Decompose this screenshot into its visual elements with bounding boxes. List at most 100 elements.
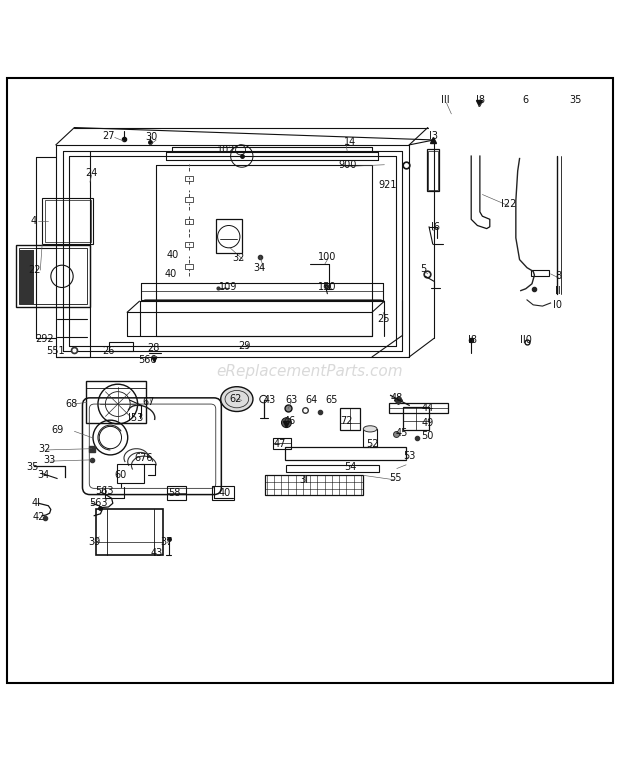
Text: II0: II0 bbox=[520, 335, 532, 345]
Text: 563: 563 bbox=[95, 486, 113, 496]
Text: 4: 4 bbox=[31, 215, 37, 225]
Text: 551: 551 bbox=[46, 346, 65, 356]
Text: I8: I8 bbox=[468, 335, 477, 345]
Text: 150: 150 bbox=[318, 282, 337, 292]
Bar bbox=[185, 242, 193, 247]
Text: 292: 292 bbox=[35, 334, 54, 344]
Bar bbox=[108, 342, 133, 351]
Bar bbox=[340, 409, 360, 430]
Bar bbox=[167, 486, 186, 499]
Bar bbox=[216, 219, 242, 253]
Text: 676: 676 bbox=[135, 453, 153, 463]
Text: 55: 55 bbox=[389, 473, 402, 483]
Text: 921: 921 bbox=[378, 180, 397, 190]
Text: I22: I22 bbox=[501, 199, 516, 209]
Text: I3: I3 bbox=[430, 131, 438, 141]
Bar bbox=[286, 465, 379, 473]
Text: 28: 28 bbox=[148, 343, 160, 353]
Text: 900: 900 bbox=[338, 160, 356, 170]
Text: I0: I0 bbox=[554, 300, 562, 310]
Text: 43: 43 bbox=[264, 396, 276, 406]
Bar bbox=[363, 429, 377, 447]
Text: 29: 29 bbox=[239, 342, 251, 352]
Bar bbox=[117, 464, 144, 482]
Text: 50: 50 bbox=[422, 431, 434, 441]
Text: 35: 35 bbox=[569, 95, 582, 105]
Text: 566: 566 bbox=[138, 355, 157, 365]
Bar bbox=[389, 403, 448, 412]
Text: 34: 34 bbox=[253, 263, 265, 272]
Text: 47: 47 bbox=[274, 439, 286, 449]
Text: I53: I53 bbox=[128, 412, 143, 422]
Bar bbox=[265, 476, 363, 495]
Text: 53: 53 bbox=[403, 451, 415, 461]
Bar bbox=[185, 264, 193, 269]
Text: 37: 37 bbox=[160, 537, 172, 546]
Text: I6: I6 bbox=[431, 221, 440, 232]
Text: 27: 27 bbox=[102, 131, 115, 141]
Text: 5: 5 bbox=[420, 264, 426, 274]
Text: 69: 69 bbox=[51, 425, 63, 435]
Text: 563: 563 bbox=[89, 498, 107, 508]
Text: 6: 6 bbox=[523, 95, 529, 105]
Text: 54: 54 bbox=[344, 462, 356, 473]
Bar bbox=[185, 176, 193, 181]
Text: 24: 24 bbox=[86, 167, 98, 178]
Bar bbox=[42, 198, 93, 244]
Bar bbox=[16, 245, 90, 307]
Text: 32: 32 bbox=[38, 444, 51, 454]
Text: 22: 22 bbox=[28, 265, 40, 275]
Text: 109: 109 bbox=[219, 282, 237, 292]
Text: 3I: 3I bbox=[299, 475, 308, 485]
Text: 34: 34 bbox=[37, 470, 50, 479]
Text: 43: 43 bbox=[150, 548, 162, 558]
Bar bbox=[212, 486, 234, 499]
Text: 30: 30 bbox=[146, 132, 158, 142]
Text: 25: 25 bbox=[377, 314, 389, 323]
Text: 35: 35 bbox=[26, 462, 38, 473]
Text: 8: 8 bbox=[555, 272, 561, 282]
Text: 72: 72 bbox=[340, 416, 352, 426]
Text: eReplacementParts.com: eReplacementParts.com bbox=[216, 364, 404, 379]
Bar bbox=[428, 151, 438, 189]
Text: 42: 42 bbox=[32, 512, 45, 522]
Bar bbox=[86, 380, 146, 422]
Text: I8: I8 bbox=[476, 95, 485, 105]
Text: 48: 48 bbox=[391, 393, 403, 403]
Text: 40: 40 bbox=[218, 489, 231, 498]
Text: III: III bbox=[441, 95, 450, 105]
Bar bbox=[96, 509, 163, 556]
Text: 46: 46 bbox=[284, 416, 296, 426]
Text: 100: 100 bbox=[318, 251, 337, 262]
Bar bbox=[427, 149, 439, 192]
Text: 58: 58 bbox=[169, 489, 181, 498]
Text: 102: 102 bbox=[217, 145, 236, 154]
Text: 60: 60 bbox=[115, 470, 127, 479]
Text: 49: 49 bbox=[422, 418, 434, 428]
Text: 65: 65 bbox=[326, 396, 338, 406]
Text: 14: 14 bbox=[344, 137, 356, 147]
Text: II: II bbox=[555, 285, 561, 295]
Text: 39: 39 bbox=[88, 537, 100, 546]
Text: 45: 45 bbox=[396, 428, 408, 438]
Text: 52: 52 bbox=[366, 439, 378, 449]
Bar bbox=[531, 270, 549, 276]
Bar bbox=[185, 219, 193, 224]
Bar bbox=[273, 438, 291, 449]
Text: 68: 68 bbox=[65, 399, 78, 409]
Ellipse shape bbox=[221, 387, 253, 412]
Text: 44: 44 bbox=[422, 403, 434, 413]
Text: 67: 67 bbox=[143, 397, 155, 407]
Text: 63: 63 bbox=[285, 396, 298, 406]
Bar bbox=[285, 447, 406, 460]
Circle shape bbox=[281, 418, 291, 428]
Text: 4I: 4I bbox=[32, 498, 40, 508]
Bar bbox=[45, 200, 91, 242]
Text: 62: 62 bbox=[229, 394, 242, 404]
Bar bbox=[185, 197, 193, 202]
Bar bbox=[19, 250, 34, 304]
Text: 40: 40 bbox=[164, 269, 177, 279]
Ellipse shape bbox=[363, 425, 377, 432]
Text: 33: 33 bbox=[43, 455, 56, 465]
Text: 26: 26 bbox=[102, 346, 115, 356]
